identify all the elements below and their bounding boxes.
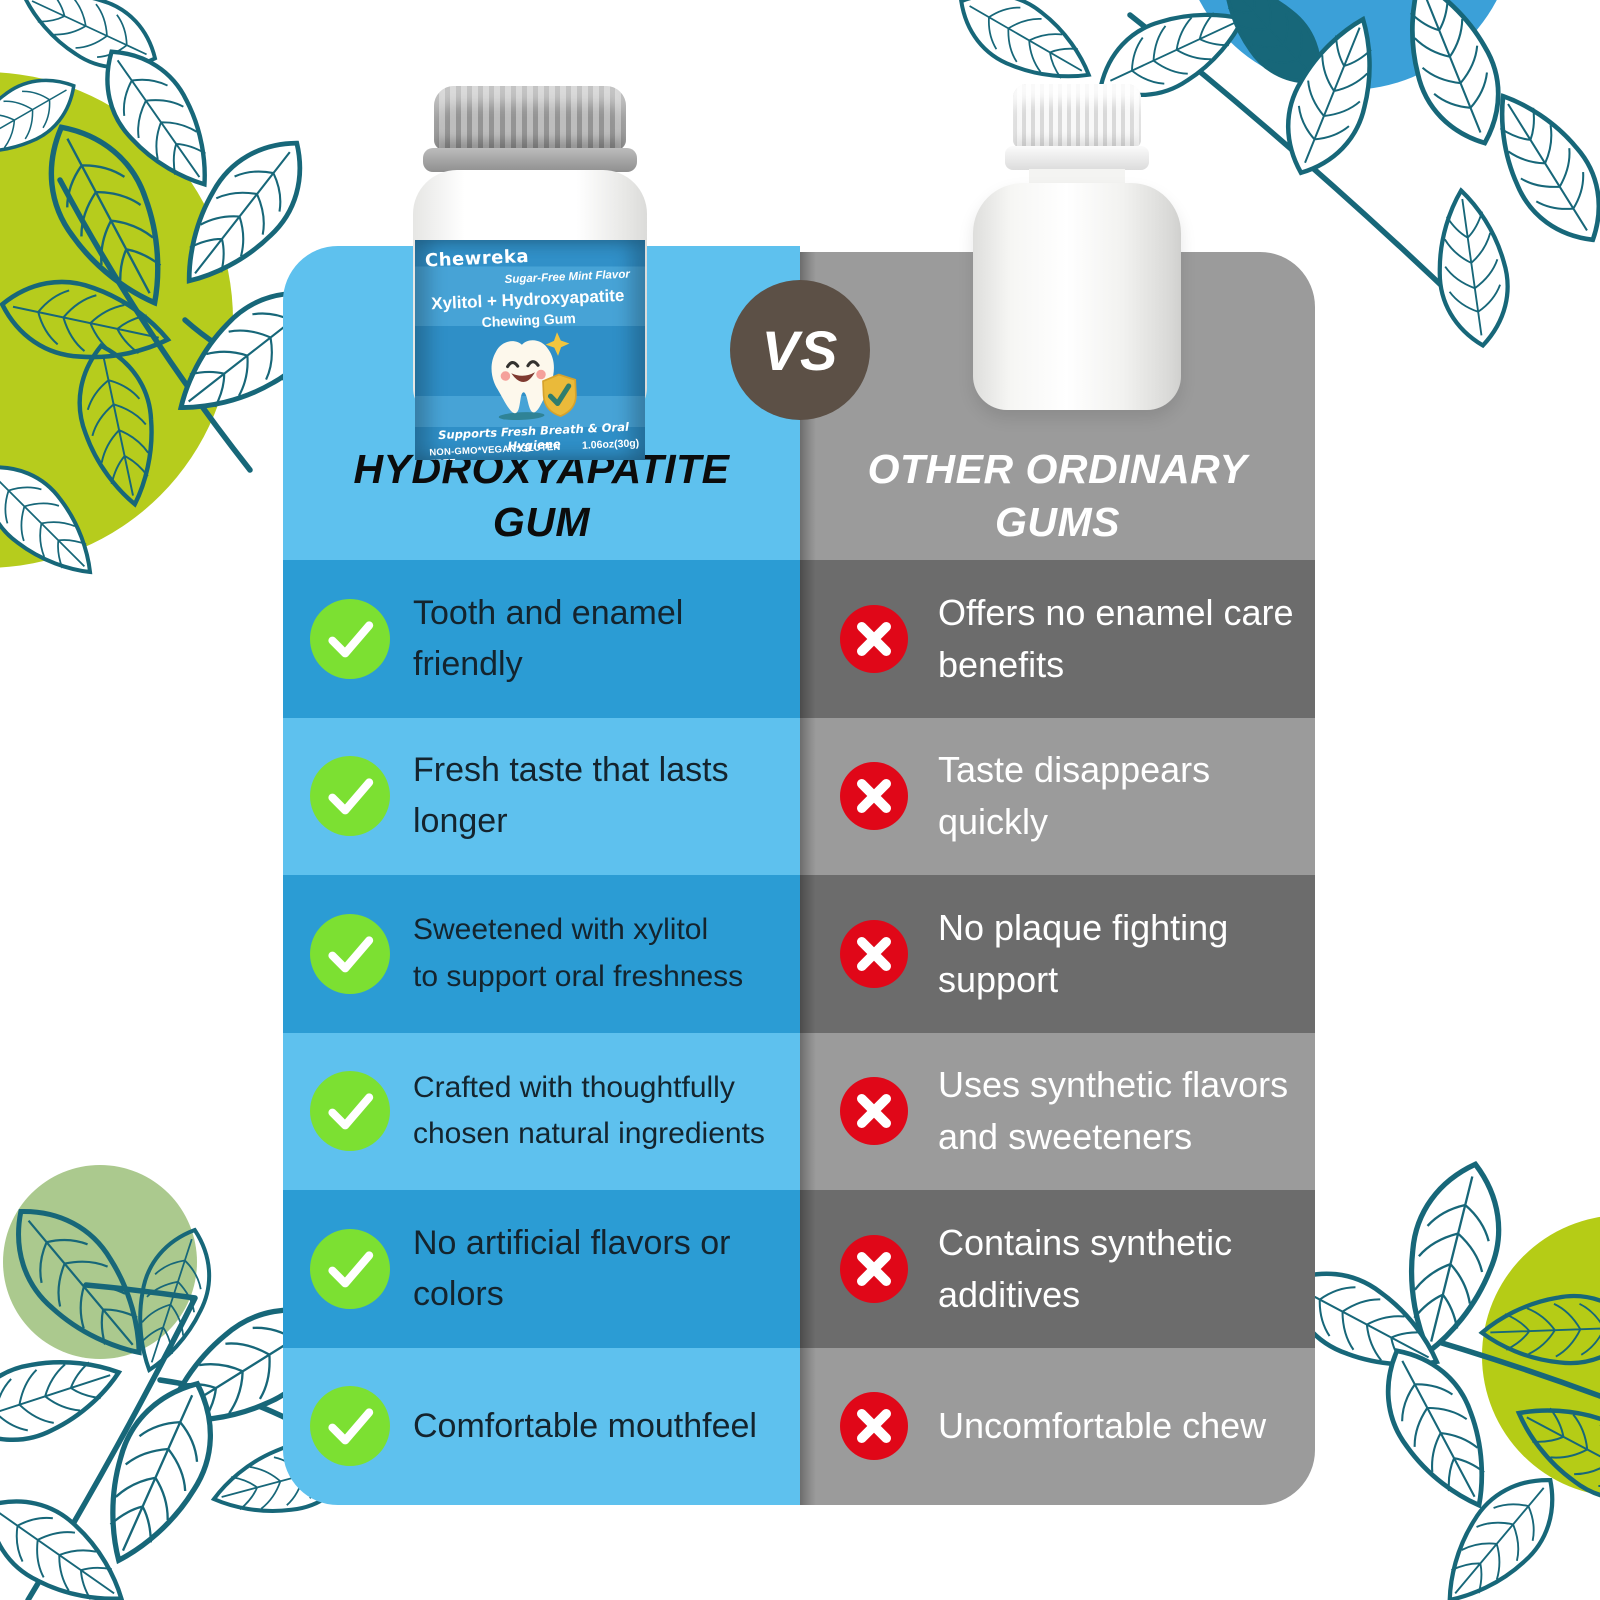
decor-bottom-left: [0, 1165, 364, 1600]
lime-circle-2: [1482, 1216, 1600, 1496]
left-row-2: Fresh taste that lasts longer: [283, 718, 800, 876]
right-heading: OTHER ORDINARY GUMS: [800, 252, 1315, 560]
check-icon: [310, 756, 390, 837]
benefit-text: Fresh taste that lasts longer: [413, 751, 729, 841]
right-heading-line1: OTHER ORDINARY: [867, 446, 1248, 493]
drawback-text: No plaque fighting support: [938, 906, 1229, 1000]
right-panel: OTHER ORDINARY GUMS Offers no enamel car…: [800, 252, 1315, 1505]
lime-circle: [0, 72, 233, 568]
right-row-1: Offers no enamel care benefits: [800, 560, 1315, 718]
plain-bottle-collar: [1005, 146, 1149, 170]
net-weight: 1.06oz(30g): [581, 437, 640, 452]
sage-circle: [3, 1165, 197, 1359]
decor-bottom-right: [1270, 1154, 1600, 1600]
drawback-text: Uses synthetic flavors and sweeteners: [938, 1064, 1289, 1158]
shield-check-icon: [547, 383, 572, 407]
check-icon: [310, 1386, 390, 1467]
benefit-text: Tooth and enamel friendly: [413, 593, 684, 683]
bottle-cap-lip: [423, 148, 637, 172]
left-row-3: Sweetened with xylitol to support oral fr…: [283, 875, 800, 1033]
check-icon: [310, 913, 390, 994]
flavor-tags: Sugar-Free Mint Flavor: [504, 268, 631, 287]
cross-icon: [840, 762, 908, 831]
left-row-1: Tooth and enamel friendly: [283, 560, 800, 718]
cross-icon: [840, 1392, 908, 1461]
decor-top-right: [946, 0, 1600, 350]
bottle-cap: [434, 86, 626, 150]
check-icon: [310, 1071, 390, 1152]
right-row-3: No plaque fighting support: [800, 875, 1315, 1033]
plain-bottle-cap: [1013, 84, 1141, 148]
vs-label: VS: [761, 318, 839, 382]
plain-bottle-neck: [1029, 169, 1125, 185]
left-row-4: Crafted with thoughtfully chosen natural …: [283, 1033, 800, 1191]
tooth-mascot: [491, 332, 577, 421]
check-icon: [310, 1228, 390, 1309]
drawback-text: Taste disappears quickly: [938, 749, 1211, 843]
product-bottle: Chewreka Sugar-Free Mint Flavor Xylitol …: [413, 64, 647, 460]
left-heading-line2: GUM: [492, 498, 591, 545]
drawback-text: Offers no enamel care benefits: [938, 591, 1294, 685]
right-row-2: Taste disappears quickly: [800, 718, 1315, 876]
check-icon: [310, 598, 390, 679]
benefit-text: Comfortable mouthfeel: [413, 1406, 757, 1445]
left-row-5: No artificial flavors or colors: [283, 1190, 800, 1348]
brand-name: Chewreka: [424, 245, 530, 272]
left-row-6: Comfortable mouthfeel: [283, 1348, 800, 1506]
drawback-text: Contains synthetic additives: [938, 1221, 1233, 1315]
vs-badge: VS: [730, 280, 870, 420]
bottle-label: Chewreka Sugar-Free Mint Flavor Xylitol …: [415, 240, 645, 460]
benefit-text: Crafted with thoughtfully chosen natural …: [413, 1070, 765, 1151]
cross-icon: [840, 1234, 908, 1303]
plain-bottle-body: [973, 183, 1181, 410]
drawback-text: Uncomfortable chew: [938, 1405, 1267, 1447]
right-heading-line2: GUMS: [995, 498, 1120, 545]
benefit-text: Sweetened with xylitol to support oral fr…: [413, 913, 744, 993]
cross-icon: [840, 604, 908, 673]
right-row-6: Uncomfortable chew: [800, 1348, 1315, 1506]
cross-icon: [840, 1077, 908, 1146]
decor-top-left: [0, 0, 347, 594]
bottle-label-print: Chewreka Sugar-Free Mint Flavor Xylitol …: [415, 240, 645, 460]
plain-bottle: [973, 78, 1181, 410]
right-row-4: Uses synthetic flavors and sweeteners: [800, 1033, 1315, 1191]
right-row-5: Contains synthetic additives: [800, 1190, 1315, 1348]
benefit-text: No artificial flavors or colors: [413, 1223, 731, 1313]
sparkle-icon: [545, 332, 570, 356]
cross-icon: [840, 919, 908, 988]
